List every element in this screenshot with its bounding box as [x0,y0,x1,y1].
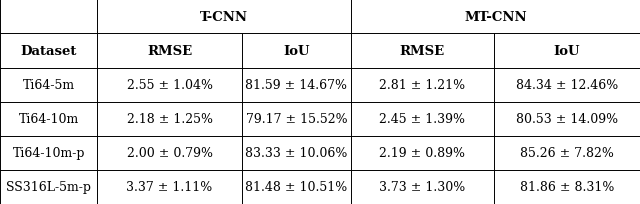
Text: T-CNN: T-CNN [200,11,248,24]
Text: Ti64-10m-p: Ti64-10m-p [12,147,85,160]
Text: 2.18 ± 1.25%: 2.18 ± 1.25% [127,113,212,126]
Text: Ti64-5m: Ti64-5m [22,79,75,92]
Text: 85.26 ± 7.82%: 85.26 ± 7.82% [520,147,614,160]
Text: RMSE: RMSE [400,45,445,58]
Text: 81.86 ± 8.31%: 81.86 ± 8.31% [520,181,614,194]
Text: 2.45 ± 1.39%: 2.45 ± 1.39% [380,113,465,126]
Text: 2.19 ± 0.89%: 2.19 ± 0.89% [380,147,465,160]
Text: 84.34 ± 12.46%: 84.34 ± 12.46% [516,79,618,92]
Text: 81.59 ± 14.67%: 81.59 ± 14.67% [245,79,348,92]
Text: 2.00 ± 0.79%: 2.00 ± 0.79% [127,147,212,160]
Text: 2.55 ± 1.04%: 2.55 ± 1.04% [127,79,212,92]
Text: IoU: IoU [283,45,310,58]
Text: 79.17 ± 15.52%: 79.17 ± 15.52% [246,113,347,126]
Text: 80.53 ± 14.09%: 80.53 ± 14.09% [516,113,618,126]
Text: SS316L-5m-p: SS316L-5m-p [6,181,91,194]
Text: 81.48 ± 10.51%: 81.48 ± 10.51% [245,181,348,194]
Text: RMSE: RMSE [147,45,192,58]
Text: 2.81 ± 1.21%: 2.81 ± 1.21% [380,79,465,92]
Text: Dataset: Dataset [20,45,77,58]
Text: Ti64-10m: Ti64-10m [19,113,79,126]
Text: MT-CNN: MT-CNN [464,11,527,24]
Text: 3.37 ± 1.11%: 3.37 ± 1.11% [127,181,212,194]
Text: IoU: IoU [554,45,580,58]
Text: 83.33 ± 10.06%: 83.33 ± 10.06% [245,147,348,160]
Text: 3.73 ± 1.30%: 3.73 ± 1.30% [380,181,465,194]
